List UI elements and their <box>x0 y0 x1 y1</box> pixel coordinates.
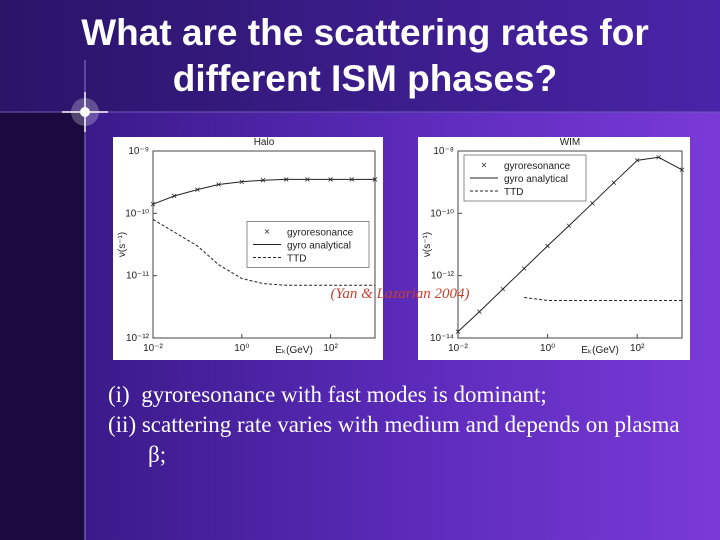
data-line <box>152 178 375 205</box>
y-axis-label: ν(s⁻¹) <box>117 232 128 257</box>
chart: WIM 10⁻¹⁴ 10⁻¹² 10⁻¹⁰ 10⁻⁸ 10⁻² 10⁰ 10² Eₖ(GeV) ν… <box>418 137 690 360</box>
chart: Halo 10⁻¹² 10⁻¹¹ 10⁻¹⁰ 10⁻⁹ 10⁻² 10⁰ 10² Eₖ(GeV)… <box>113 137 383 360</box>
slide-title: What are the scattering rates for differ… <box>81 12 649 99</box>
legend-swatch <box>264 229 270 234</box>
y-tick-label: 10⁻¹¹ <box>126 271 150 282</box>
data-line <box>457 156 683 332</box>
x-tick-label: 10² <box>630 343 645 354</box>
x-tick-label: 10² <box>323 343 338 354</box>
y-tick-label: 10⁻¹⁴ <box>430 333 454 344</box>
legend-label: TTD <box>287 254 306 265</box>
y-tick-label: 10⁻⁹ <box>128 146 149 157</box>
bullet: (i) gyroresonance with fast modes is dom… <box>108 382 547 407</box>
plot-frame <box>152 150 376 339</box>
y-tick-label: 10⁻¹⁰ <box>125 208 149 219</box>
y-tick-label: 10⁻¹⁰ <box>430 208 454 219</box>
data-line <box>152 218 375 286</box>
x-tick-label: 10⁰ <box>540 343 555 354</box>
x-axis-label: Eₖ(GeV) <box>275 345 313 356</box>
y-tick-label: 10⁻¹² <box>431 271 455 282</box>
x-tick-label: 10⁻² <box>448 343 468 354</box>
citation: (Yan & Lazarian 2004) <box>330 286 469 302</box>
legend-label: gyro analytical <box>287 241 351 252</box>
legend-label: gyroresonance <box>287 228 354 239</box>
data-point <box>150 201 156 207</box>
data-line <box>524 297 682 301</box>
x-axis-label: Eₖ(GeV) <box>581 345 619 356</box>
y-axis-label: ν(s⁻¹) <box>422 232 433 257</box>
bullet: (ii) scattering rate varies with medium … <box>108 412 686 467</box>
title-band <box>0 0 720 112</box>
legend-label: gyro analytical <box>504 174 568 185</box>
chart-title: Halo <box>254 137 275 148</box>
plot-frame <box>457 150 683 339</box>
chart-title: WIM <box>560 137 581 148</box>
legend-label: gyroresonance <box>504 161 571 172</box>
y-tick-label: 10⁻⁸ <box>433 146 454 157</box>
bullet-list: (i) gyroresonance with fast modes is dom… <box>108 380 688 470</box>
legend-label: TTD <box>504 187 523 198</box>
figure: Halo 10⁻¹² 10⁻¹¹ 10⁻¹⁰ 10⁻⁹ 10⁻² 10⁰ 10² Eₖ(GeV)… <box>113 137 690 360</box>
y-tick-label: 10⁻¹² <box>126 333 150 344</box>
x-tick-label: 10⁰ <box>234 343 249 354</box>
legend-swatch <box>481 162 487 168</box>
x-tick-label: 10⁻² <box>143 343 163 354</box>
